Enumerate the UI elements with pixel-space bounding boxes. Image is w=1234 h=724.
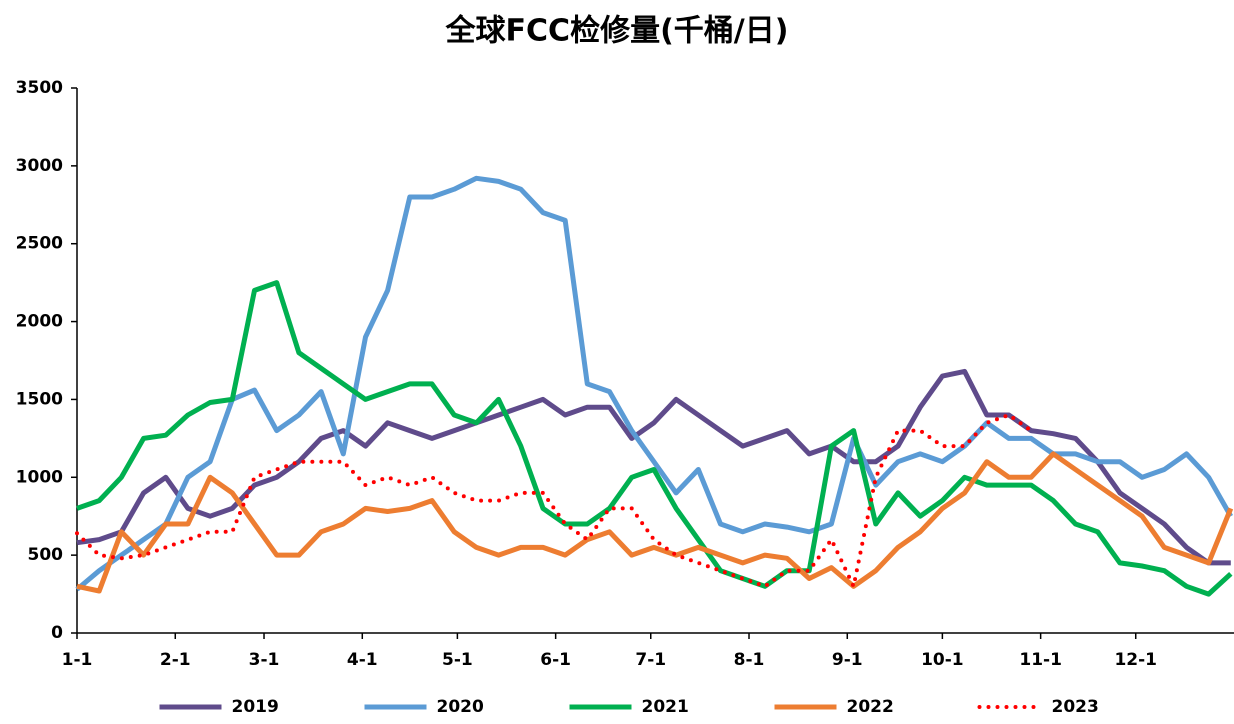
x-tick-label: 8-1	[734, 650, 765, 670]
y-tick-label: 500	[28, 545, 64, 565]
y-tick-label: 3000	[16, 156, 63, 176]
x-tick-label: 10-1	[921, 650, 964, 670]
x-tick-label: 6-1	[540, 650, 571, 670]
legend-label: 2022	[847, 697, 894, 717]
y-tick-label: 2500	[16, 234, 63, 254]
chart-title: 全球FCC检修量(千桶/日)	[445, 14, 789, 49]
legend-label: 2021	[642, 697, 689, 717]
y-tick-label: 0	[51, 623, 63, 643]
series-line	[76, 451, 1234, 594]
x-tick-label: 12-1	[1114, 650, 1157, 670]
x-tick-label: 5-1	[442, 650, 473, 670]
legend-label: 2020	[437, 697, 484, 717]
x-tick-label: 1-1	[62, 650, 93, 670]
series-line	[75, 413, 1034, 589]
legend-label: 2023	[1052, 697, 1099, 717]
series-line	[75, 175, 1233, 592]
x-tick-label: 7-1	[635, 650, 666, 670]
x-tick-label: 4-1	[347, 650, 378, 670]
x-tick-label: 9-1	[832, 650, 863, 670]
x-tick-label: 3-1	[249, 650, 280, 670]
y-tick-label: 1000	[16, 467, 63, 487]
y-tick-label: 2000	[16, 312, 63, 332]
x-tick-label: 2-1	[160, 650, 191, 670]
legend-label: 2019	[232, 697, 279, 717]
x-tick-label: 11-1	[1019, 650, 1062, 670]
series-line	[76, 280, 1233, 597]
y-tick-label: 3500	[16, 78, 63, 98]
y-tick-label: 1500	[16, 389, 63, 409]
series-line	[76, 368, 1231, 566]
